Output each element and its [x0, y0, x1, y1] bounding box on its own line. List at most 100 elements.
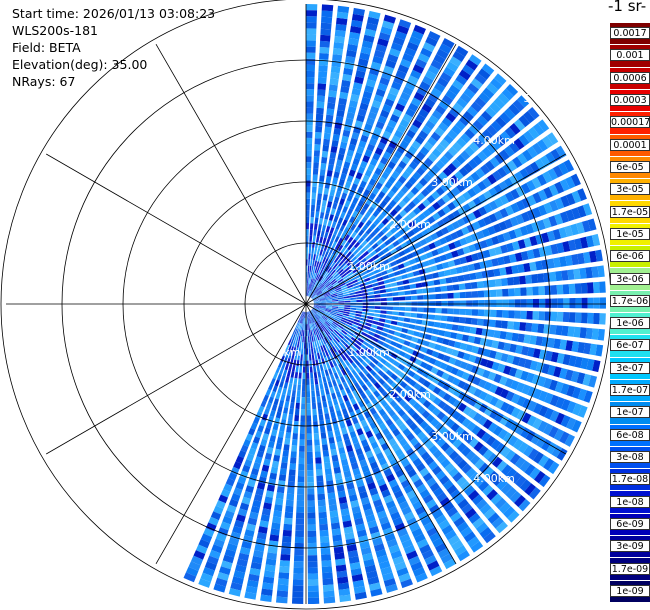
- ray-gate: [312, 322, 316, 329]
- ray-gate: [289, 358, 294, 366]
- ray-gate: [571, 419, 582, 433]
- ray-gate: [334, 35, 345, 44]
- ray-gate: [416, 192, 426, 202]
- ray-gate: [369, 261, 377, 267]
- ray-gate: [428, 242, 436, 250]
- ray-gate: [320, 345, 325, 352]
- ray-gate: [399, 390, 408, 398]
- ray-gate: [327, 492, 336, 500]
- ray-gate: [498, 501, 511, 514]
- ray-gate: [482, 129, 493, 141]
- ray-gate: [301, 390, 306, 398]
- ray-gate: [337, 217, 344, 225]
- ray-gate: [371, 100, 382, 109]
- ray-gate: [327, 349, 332, 356]
- ray-gate: [306, 101, 314, 108]
- ray-gate: [423, 521, 435, 532]
- ray-gate: [310, 204, 316, 212]
- ray-gate: [518, 134, 530, 147]
- ray-gate: [354, 366, 362, 374]
- ray-gate: [531, 374, 541, 385]
- ray-gate: [502, 288, 509, 297]
- ray-gate: [342, 264, 349, 271]
- ray-gate: [313, 279, 317, 286]
- ray-gate: [316, 199, 322, 206]
- ray-gate: [327, 430, 334, 438]
- ray-gate: [599, 281, 606, 293]
- ray-gate: [382, 274, 390, 280]
- ray-gate: [302, 317, 305, 325]
- ray-gate: [287, 481, 295, 489]
- ray-gate: [400, 241, 409, 249]
- ray-gate: [264, 452, 272, 461]
- ray-gate: [306, 131, 313, 138]
- ray-gate: [307, 500, 315, 507]
- ray-gate: [570, 370, 580, 383]
- ray-gate: [373, 290, 381, 295]
- ray-gate: [299, 439, 305, 446]
- ray-gate: [452, 102, 464, 114]
- ray-gate: [489, 383, 498, 394]
- ray-gate: [482, 177, 492, 188]
- ray-gate: [441, 37, 455, 49]
- ray-gate: [378, 176, 387, 185]
- ray-gate: [417, 406, 426, 415]
- ray-gate: [306, 235, 309, 242]
- ray-gate: [313, 297, 319, 301]
- ray-gate: [430, 265, 438, 272]
- ray-gate: [268, 396, 274, 404]
- ray-gate: [365, 322, 372, 327]
- ray-gate: [459, 300, 467, 307]
- ray-gate: [277, 386, 283, 394]
- ray-gate: [333, 546, 344, 554]
- ray-gate: [389, 325, 397, 330]
- ray-gate: [330, 373, 335, 381]
- ray-gate: [321, 16, 333, 24]
- ray-gate: [298, 457, 305, 465]
- ray-gate: [421, 410, 431, 419]
- ray-gate: [306, 451, 313, 458]
- ray-gate: [397, 338, 405, 344]
- ray-gate: [329, 314, 336, 318]
- ray-gate: [519, 225, 529, 236]
- ray-gate: [349, 294, 357, 298]
- ray-gate: [556, 311, 564, 322]
- ray-gate: [428, 314, 436, 320]
- ray-gate: [394, 129, 404, 139]
- ray-gate: [303, 311, 305, 318]
- ray-gate: [429, 565, 443, 577]
- ray-gate: [445, 277, 453, 284]
- ray-gate: [341, 167, 349, 175]
- ray-gate: [398, 19, 412, 29]
- ray-gate: [329, 189, 336, 197]
- ray-gate: [326, 245, 332, 253]
- ray-gate: [465, 175, 476, 186]
- ray-gate: [323, 272, 329, 278]
- ray-gate: [341, 79, 351, 88]
- ray-gate: [338, 496, 348, 504]
- ray-gate: [398, 572, 411, 583]
- ray-gate: [331, 417, 338, 425]
- ray-gate: [426, 477, 437, 488]
- ray-gate: [532, 207, 542, 219]
- ray-gate: [406, 347, 414, 355]
- ray-gate: [386, 92, 397, 102]
- ray-gate: [427, 383, 437, 392]
- ray-gate: [386, 473, 396, 483]
- ray-gate: [302, 336, 304, 343]
- ray-gate: [306, 445, 313, 452]
- ray-gate: [285, 432, 292, 439]
- ray-gate: [313, 300, 320, 303]
- ray-gate: [459, 430, 470, 441]
- ray-gate: [583, 342, 592, 355]
- ray-gate: [417, 202, 426, 212]
- ray-gate: [491, 258, 499, 267]
- ray-gate: [365, 197, 373, 206]
- ray-gate: [364, 28, 377, 37]
- ray-gate: [543, 186, 554, 199]
- ray-gate: [467, 200, 477, 210]
- ray-gate: [315, 463, 323, 470]
- ray-gate: [258, 444, 266, 453]
- ray-gate: [282, 450, 289, 457]
- ray-gate: [421, 320, 429, 326]
